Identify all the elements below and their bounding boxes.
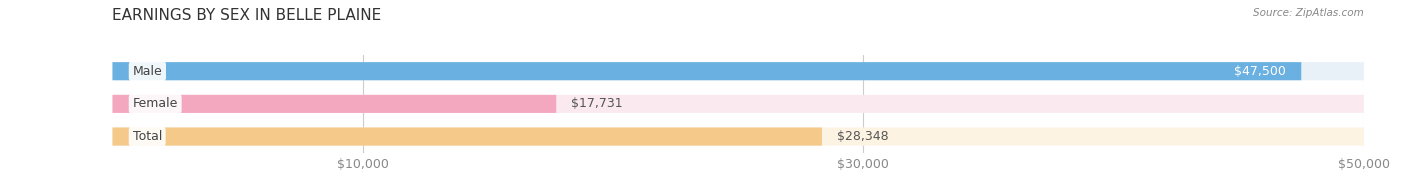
Text: Male: Male [132,65,162,78]
Text: Female: Female [132,97,179,110]
FancyBboxPatch shape [112,62,1302,80]
FancyBboxPatch shape [112,95,1364,113]
FancyBboxPatch shape [112,95,557,113]
FancyBboxPatch shape [112,128,1364,146]
Text: $28,348: $28,348 [837,130,889,143]
Text: EARNINGS BY SEX IN BELLE PLAINE: EARNINGS BY SEX IN BELLE PLAINE [112,8,382,23]
Text: $17,731: $17,731 [571,97,623,110]
Text: Total: Total [132,130,162,143]
Text: $47,500: $47,500 [1234,65,1286,78]
FancyBboxPatch shape [112,62,1364,80]
FancyBboxPatch shape [112,128,823,146]
Text: Source: ZipAtlas.com: Source: ZipAtlas.com [1253,8,1364,18]
